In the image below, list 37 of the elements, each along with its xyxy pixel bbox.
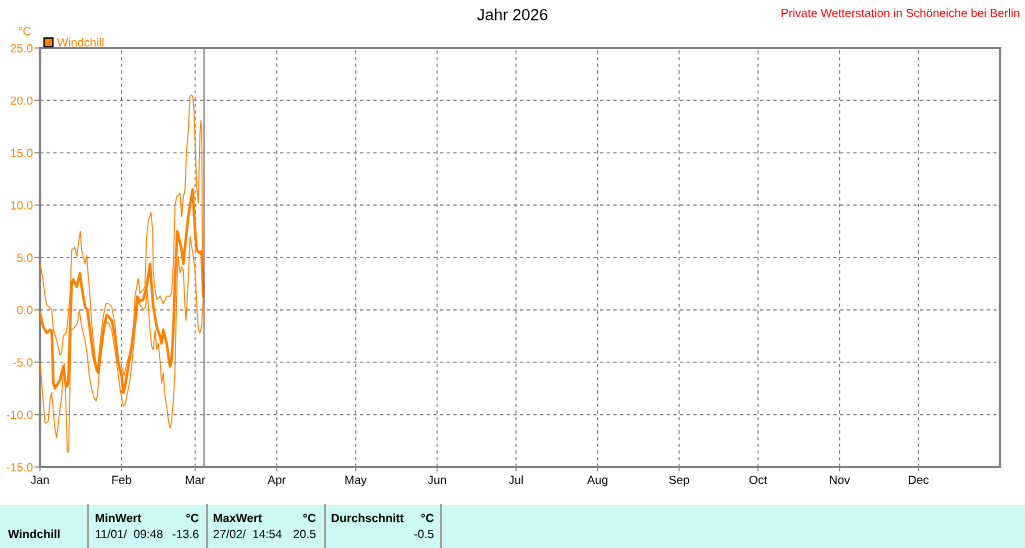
legend-label: Windchill bbox=[57, 37, 104, 47]
text: -13.6 bbox=[172, 529, 199, 539]
y-tick-label: 25.0 bbox=[10, 44, 33, 53]
y-tick-label: -5.0 bbox=[13, 358, 33, 367]
text: Windchill bbox=[8, 529, 60, 539]
x-tick-label: Jun bbox=[427, 475, 446, 484]
text: 20.5 bbox=[293, 529, 316, 539]
chart-title: Jahr 2026 bbox=[477, 8, 548, 21]
y-tick-label: -15.0 bbox=[6, 463, 33, 472]
y-tick-label: 15.0 bbox=[10, 148, 33, 158]
y-axis-title: °C bbox=[18, 26, 31, 36]
y-tick-label: 0.0 bbox=[17, 305, 33, 315]
x-tick-label: Sep bbox=[669, 475, 690, 487]
x-tick-label: Feb bbox=[112, 475, 132, 484]
y-tick-label: 5.0 bbox=[17, 253, 33, 262]
y-tick-label: 10.0 bbox=[10, 201, 33, 210]
text: °C bbox=[421, 513, 434, 523]
text: Durchschnitt bbox=[331, 513, 404, 523]
x-tick-label: Dec bbox=[908, 475, 929, 484]
text: °C bbox=[186, 513, 199, 523]
x-tick-label: Nov bbox=[830, 475, 851, 484]
x-tick-label: Apr bbox=[267, 475, 286, 487]
text: °C bbox=[303, 513, 316, 523]
y-tick-label: 20.0 bbox=[10, 96, 33, 105]
x-tick-label: May bbox=[345, 475, 367, 487]
text: 27/02/ 14:54 bbox=[213, 529, 282, 539]
x-tick-label: Aug bbox=[587, 475, 608, 487]
x-tick-label: Mar bbox=[185, 475, 206, 484]
y-tick-label: -10.0 bbox=[6, 410, 33, 420]
text: 11/01/ 09:48 bbox=[95, 529, 163, 539]
text: MinWert bbox=[95, 513, 142, 523]
x-tick-label: Jul bbox=[508, 475, 523, 484]
text: MaxWert bbox=[213, 513, 262, 523]
x-tick-label: Oct bbox=[749, 475, 768, 484]
text: Private Wetterstation in Schöneiche bei Berlin bbox=[781, 8, 1020, 18]
text: -0.5 bbox=[414, 529, 434, 539]
x-tick-label: Jan bbox=[30, 475, 49, 484]
